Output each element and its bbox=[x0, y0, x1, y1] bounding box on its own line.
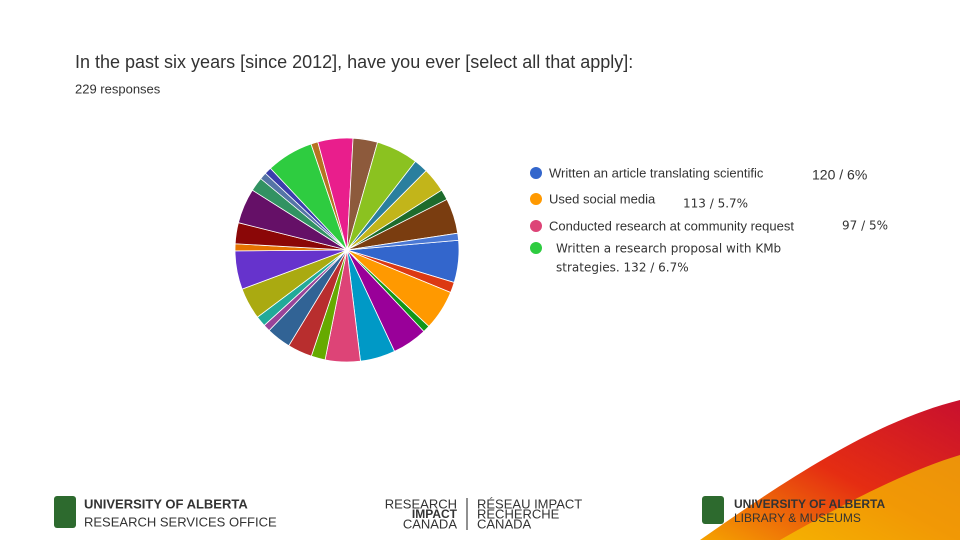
footer-text: CANADA bbox=[403, 516, 458, 531]
swoosh bbox=[780, 455, 960, 540]
footer-text: RESEARCH SERVICES OFFICE bbox=[84, 514, 277, 529]
legend-marker bbox=[530, 193, 542, 205]
legend-label: Conducted research at community request bbox=[549, 218, 794, 233]
footer-text: RECHERCHE bbox=[477, 506, 560, 521]
logo bbox=[54, 496, 76, 528]
annotation: 120 / 6% bbox=[812, 167, 867, 183]
legend-label: Used social media bbox=[549, 191, 656, 206]
pie-slice bbox=[346, 232, 460, 251]
footer-text: CANADA bbox=[477, 516, 532, 531]
footer-text: LIBRARY & MUSEUMS bbox=[734, 511, 861, 525]
footer-text: UNIVERSITY OF ALBERTA bbox=[734, 497, 885, 511]
annotation: 97 / 5% bbox=[842, 219, 888, 233]
annotation: strategies. 132 / 6.7% bbox=[556, 261, 689, 275]
footer-text: UNIVERSITY OF ALBERTA bbox=[84, 496, 248, 511]
legend-marker bbox=[530, 167, 542, 179]
chart-title: In the past six years [since 2012], have… bbox=[75, 52, 633, 72]
annotation: 113 / 5.7% bbox=[683, 197, 748, 211]
legend-marker bbox=[530, 242, 542, 254]
chart-subtitle: 229 responses bbox=[75, 81, 161, 96]
footer-text: RÉSEAU IMPACT bbox=[477, 496, 582, 511]
legend-label: Written an article translating scientifi… bbox=[549, 165, 764, 180]
footer-text: RESEARCH bbox=[385, 496, 457, 511]
footer-text: IMPACT bbox=[412, 507, 458, 521]
legend-label: Written a research proposal with KMb bbox=[556, 242, 781, 256]
legend-marker bbox=[530, 220, 542, 232]
logo bbox=[702, 496, 724, 524]
